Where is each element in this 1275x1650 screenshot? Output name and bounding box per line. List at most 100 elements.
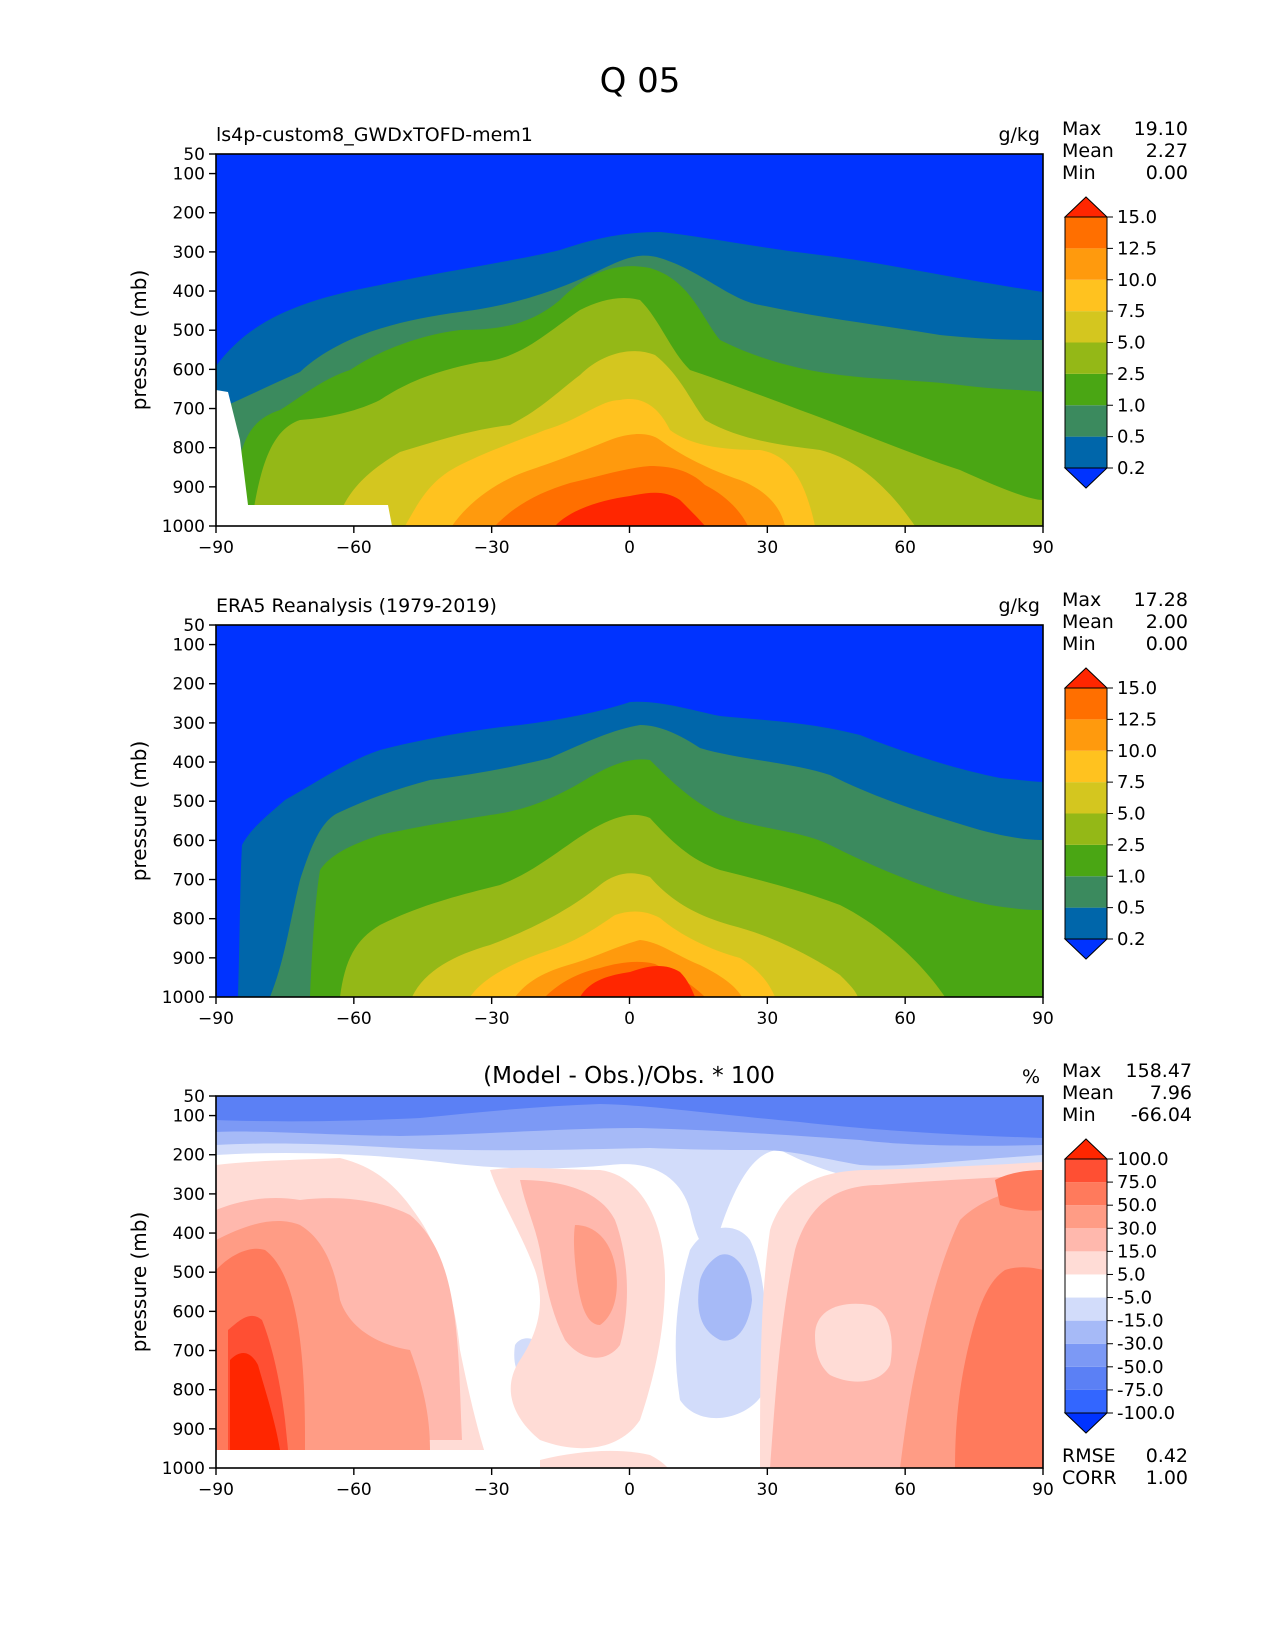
- model-colorbar-segment: [1065, 248, 1107, 280]
- diff-colorbar-frame: [1064, 1158, 1108, 1414]
- model-stat-label-mean: Mean: [1062, 140, 1114, 162]
- diff-colorbar-extend-max: [1063, 1138, 1109, 1160]
- obs-colorbar-segment: [1065, 719, 1107, 751]
- model-colorbar-label: 0.2: [1117, 458, 1146, 479]
- obs-colorbar: 0.2 0.5 1.0 2.5 5.0 7.5 10.0 12.5 15.0: [1063, 667, 1157, 960]
- diff-ytick-label: 1000: [162, 1459, 205, 1479]
- obs-ylabel: pressure (mb): [127, 741, 151, 882]
- obs-stat-value-max: 17.28: [1134, 589, 1188, 611]
- obs-xtick-label: −90: [198, 1009, 234, 1029]
- diff-band-pos50-north-top: [995, 1170, 1043, 1211]
- diff-band-neg75: [216, 1096, 1043, 1138]
- obs-colorbar-segment: [1065, 907, 1107, 939]
- obs-ytick-label: 200: [173, 675, 205, 695]
- panel-diff: (Model - Obs.)/Obs. * 100 % 501002003004…: [127, 1060, 1192, 1500]
- obs-stat-label-max: Max: [1062, 589, 1101, 611]
- obs-ytick-label: 50: [183, 616, 205, 636]
- obs-colorbar-extend-min: [1063, 938, 1109, 960]
- obs-colorbar-segment: [1065, 813, 1107, 845]
- model-ytick-label: 200: [173, 204, 205, 224]
- diff-colorbar-segment: [1065, 1297, 1107, 1321]
- diff-xtick-label: −60: [336, 1480, 372, 1500]
- model-colorbar-extend-min: [1063, 467, 1109, 489]
- diff-colorbar-label: -5.0: [1117, 1288, 1152, 1309]
- diff-stat-label-rmse: RMSE: [1062, 1445, 1116, 1467]
- obs-xtick-label: 0: [624, 1009, 635, 1029]
- obs-ytick-label: 600: [173, 831, 205, 851]
- diff-ytick-label: 200: [173, 1146, 205, 1166]
- diff-ytick-label: 50: [183, 1087, 205, 1107]
- model-x-axis: −90 −60 −30 0 30 60 90: [198, 526, 1054, 558]
- model-xtick-label: −30: [474, 538, 510, 558]
- diff-colorbar-segment: [1065, 1182, 1107, 1206]
- obs-stat-label-mean: Mean: [1062, 611, 1114, 633]
- obs-ytick-label: 100: [173, 636, 205, 656]
- obs-stat-value-min: 0.00: [1146, 633, 1188, 655]
- diff-colorbar: -100.0-75.0-50.0-30.0-15.0-5.0 5.015.030.…: [1063, 1138, 1175, 1434]
- model-colorbar-segment: [1065, 217, 1107, 249]
- model-ytick-label: 400: [173, 282, 205, 302]
- model-colorbar-segment: [1065, 279, 1107, 312]
- diff-ytick-label: 500: [173, 1263, 205, 1283]
- obs-band-15: [580, 965, 695, 997]
- diff-stat-label-mean: Mean: [1062, 1082, 1114, 1104]
- model-xtick-label: 60: [894, 538, 916, 558]
- model-colorbar-segment: [1065, 373, 1107, 406]
- diff-colorbar-segment: [1065, 1159, 1107, 1183]
- model-ytick-label: 300: [173, 243, 205, 263]
- model-colorbar-label: 12.5: [1117, 238, 1157, 259]
- diff-band-pos50-north: [955, 1267, 1043, 1468]
- diff-stats: Max 158.47 Mean 7.96 Min -66.04 RMSE 0.4…: [1062, 1060, 1192, 1489]
- model-colorbar-label: 5.0: [1117, 333, 1146, 354]
- obs-colorbar-label: 1.0: [1117, 866, 1146, 887]
- diff-xtick-label: 90: [1032, 1480, 1054, 1500]
- diff-xtick-label: −30: [474, 1480, 510, 1500]
- diff-colorbar-label: -15.0: [1117, 1311, 1164, 1332]
- obs-stats: Max 17.28 Mean 2.00 Min 0.00: [1062, 589, 1188, 655]
- diff-band-pos100-south: [230, 1353, 280, 1450]
- obs-ytick-label: 400: [173, 753, 205, 773]
- diff-stat-label-max: Max: [1062, 1060, 1101, 1082]
- diff-colorbar-segment: [1065, 1366, 1107, 1390]
- obs-colorbar-label: 10.0: [1117, 741, 1157, 762]
- diff-colorbar-segment: [1065, 1274, 1107, 1298]
- figure-title: Q 05: [600, 61, 681, 101]
- obs-colorbar-segment: [1065, 844, 1107, 877]
- obs-xtick-label: 60: [894, 1009, 916, 1029]
- obs-colorbar-label: 5.0: [1117, 804, 1146, 825]
- model-colorbar-label: 0.5: [1117, 427, 1146, 448]
- diff-ytick-label: 300: [173, 1185, 205, 1205]
- model-ytick-label: 100: [173, 165, 205, 185]
- diff-xtick-label: 60: [894, 1480, 916, 1500]
- obs-colorbar-segment: [1065, 750, 1107, 783]
- diff-x-axis: −90 −60 −30 0 30 60 90: [198, 1468, 1054, 1500]
- obs-stat-label-min: Min: [1062, 633, 1096, 655]
- model-stat-value-mean: 2.27: [1146, 140, 1188, 162]
- obs-ytick-label: 900: [173, 949, 205, 969]
- obs-ytick-label: 500: [173, 792, 205, 812]
- model-band-15: [555, 492, 705, 526]
- diff-band-pos5-north-island: [815, 1303, 892, 1382]
- model-xtick-label: −60: [336, 538, 372, 558]
- diff-ytick-label: 600: [173, 1302, 205, 1322]
- diff-colorbar-segment: [1065, 1251, 1107, 1275]
- model-colorbar: 0.2 0.5 1.0 2.5 5.0 7.5 10.0 12.5 15.0: [1063, 196, 1157, 489]
- obs-x-axis: −90 −60 −30 0 30 60 90: [198, 997, 1054, 1029]
- model-ytick-label: 600: [173, 360, 205, 380]
- model-contour-field: [216, 154, 1043, 526]
- diff-stat-label-corr: CORR: [1062, 1467, 1117, 1489]
- diff-ytick-label: 800: [173, 1381, 205, 1401]
- diff-colorbar-extend-min: [1063, 1412, 1109, 1434]
- obs-xtick-label: 90: [1032, 1009, 1054, 1029]
- diff-colorbar-label: 5.0: [1117, 1264, 1146, 1285]
- model-stat-label-min: Min: [1062, 162, 1096, 184]
- diff-colorbar-label: 75.0: [1117, 1172, 1157, 1193]
- model-ytick-label: 700: [173, 400, 205, 420]
- obs-ytick-label: 300: [173, 714, 205, 734]
- diff-colorbar-label: 100.0: [1117, 1149, 1169, 1170]
- diff-colorbar-segment: [1065, 1320, 1107, 1344]
